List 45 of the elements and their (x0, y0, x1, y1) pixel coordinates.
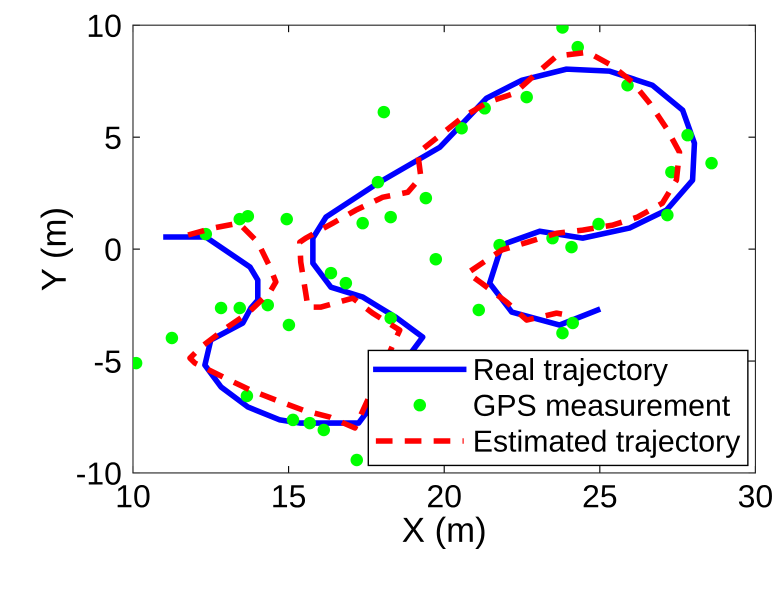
y-axis-title: Y (m) (40, 209, 73, 290)
point (166, 332, 178, 344)
point (356, 216, 369, 230)
point (262, 298, 274, 312)
point (565, 240, 578, 254)
x-tick-label: 20 (428, 484, 461, 508)
point (705, 156, 718, 170)
y-tick-label: 10 (88, 14, 121, 38)
point (240, 390, 254, 402)
point (566, 316, 579, 330)
point (304, 416, 316, 430)
point (378, 106, 390, 118)
x-tick-label: 30 (738, 484, 772, 508)
point (384, 312, 397, 324)
y-tick-label: -5 (94, 350, 121, 373)
point (455, 122, 468, 134)
point (681, 128, 694, 142)
x-tick-label: 25 (584, 484, 616, 508)
point (233, 302, 246, 314)
point (318, 424, 330, 436)
point (384, 210, 397, 224)
point (282, 318, 296, 332)
x-tick-label: 15 (273, 485, 306, 508)
y-tick-label: 5 (105, 126, 121, 150)
point (661, 208, 674, 222)
x-axis-title: X (m) (402, 516, 484, 550)
point (214, 302, 228, 314)
point (280, 212, 293, 226)
y-tick-label: 0 (105, 238, 121, 262)
point (520, 90, 533, 104)
point (592, 218, 605, 230)
point (430, 252, 442, 266)
point (340, 276, 352, 290)
point (350, 454, 364, 466)
y-tick-label: -10 (77, 462, 121, 485)
point (472, 304, 486, 316)
legend-label: GPS measurement (474, 394, 730, 416)
legend-label: Real trajectory (475, 358, 668, 386)
point (420, 192, 432, 204)
point (286, 414, 300, 426)
point (242, 210, 254, 222)
point (556, 326, 569, 340)
point (372, 176, 384, 188)
legend-label: Estimated trajectory (475, 430, 740, 458)
point (324, 266, 338, 280)
